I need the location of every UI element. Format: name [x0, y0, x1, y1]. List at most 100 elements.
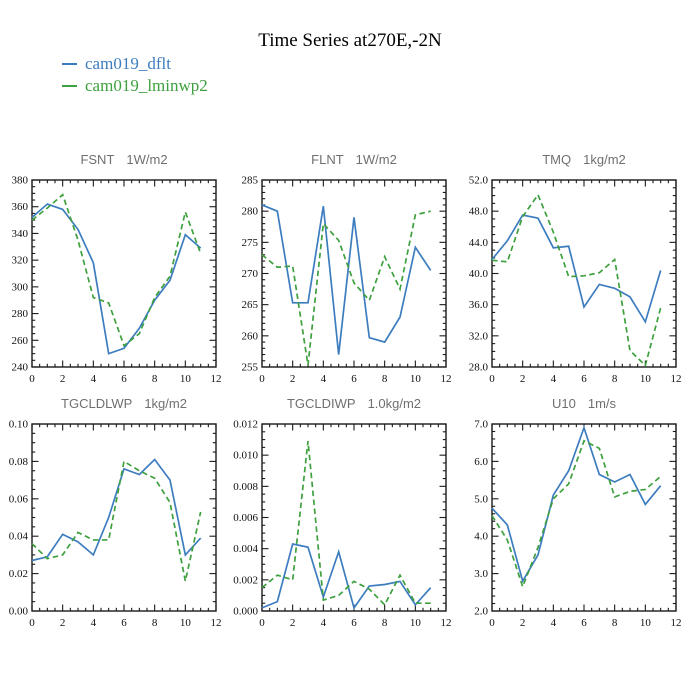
- y-tick-label: 280: [12, 308, 29, 320]
- subplot-tmq: TMQ 1kg/m2 0 2 4 6 8 10 12 28.0 32.0 36.0 40.0 44.0 4…: [460, 152, 690, 387]
- x-tick-label: 4: [321, 617, 327, 629]
- x-tick-label: 2: [520, 617, 526, 629]
- x-tick-label: 2: [290, 617, 296, 629]
- y-tick-label: 0.00: [9, 606, 29, 618]
- x-tick-label: 6: [121, 617, 127, 629]
- y-tick-label: 28.0: [469, 362, 489, 374]
- y-tick-label: 0.004: [233, 543, 258, 555]
- y-tick-label: 3.0: [474, 568, 488, 580]
- series-line-cam019_dflt: [261, 204, 432, 355]
- plot-frame: [31, 423, 217, 612]
- tgcldlwp-chart-canvas: 0 2 4 6 8 10 12 0.00 0.02 0.04 0.06 0.08 0.10: [9, 419, 222, 629]
- subplot-title-u10: U10 1m/s: [492, 396, 676, 419]
- x-tick-label: 10: [410, 373, 422, 385]
- x-tick-label: 10: [180, 617, 192, 629]
- plot-frame: [491, 179, 677, 368]
- x-tick-label: 4: [551, 617, 557, 629]
- x-tick-label: 0: [259, 373, 265, 385]
- x-tick-label: 8: [382, 617, 388, 629]
- subplot-title-tmq: TMQ 1kg/m2: [492, 152, 676, 175]
- subplot-title-tgcldlwp: TGCLDLWP 1kg/m2: [32, 396, 216, 419]
- plot-frame: [261, 423, 447, 612]
- variable-name: FSNT: [80, 152, 115, 167]
- subplot-tgcldlwp: TGCLDLWP 1kg/m2 0 2 4 6 8 10 12 0.00 0.02 0.04 0.06…: [0, 396, 230, 631]
- series-line-cam019_lminwp2: [31, 193, 202, 348]
- series-line-cam019_lminwp2: [261, 210, 431, 366]
- legend: cam019_dflt cam019_lminwp2: [62, 53, 208, 97]
- series-line-cam019_lminwp2: [491, 193, 662, 368]
- x-tick-label: 10: [640, 617, 652, 629]
- x-tick-label: 8: [382, 373, 388, 385]
- x-tick-label: 2: [520, 373, 526, 385]
- legend-label: cam019_lminwp2: [85, 76, 208, 95]
- y-tick-label: 4.0: [474, 531, 488, 543]
- y-tick-label: 260: [242, 330, 259, 342]
- y-tick-label: 360: [12, 201, 29, 213]
- x-tick-label: 4: [551, 373, 557, 385]
- series-line-cam019_dflt: [261, 542, 432, 610]
- line-swatch-icon: [62, 85, 77, 87]
- y-tick-label: 44.0: [469, 237, 489, 249]
- x-tick-label: 0: [29, 617, 35, 629]
- x-tick-label: 2: [60, 373, 66, 385]
- x-tick-label: 6: [351, 373, 357, 385]
- x-tick-label: 0: [29, 373, 35, 385]
- x-tick-label: 12: [441, 373, 452, 385]
- y-tick-label: 32.0: [469, 330, 489, 342]
- y-tick-label: 380: [12, 175, 29, 187]
- y-tick-label: 270: [242, 268, 259, 280]
- y-tick-label: 285: [242, 175, 259, 187]
- y-tick-label: 0.08: [9, 456, 29, 468]
- fsnt-chart-canvas: 0 2 4 6 8 10 12 240 260 280 300 320 340 360 380: [12, 175, 222, 385]
- variable-name: TMQ: [542, 152, 572, 167]
- x-tick-label: 10: [410, 617, 422, 629]
- subplot-flnt: FLNT 1W/m2 0 2 4 6 8 10 12 255 260 265 270 275 280 285: [230, 152, 460, 387]
- x-tick-label: 2: [290, 373, 296, 385]
- u10-chart-canvas: 0 2 4 6 8 10 12 2.0 3.0 4.0 5.0 6.0 7.0: [474, 419, 682, 629]
- x-tick-label: 0: [259, 617, 265, 629]
- flnt-chart-canvas: 0 2 4 6 8 10 12 255 260 265 270 275 280 285: [242, 175, 452, 385]
- tmq-chart-canvas: 0 2 4 6 8 10 12 28.0 32.0 36.0 40.0 44.0 48.0 52.0: [469, 175, 682, 385]
- legend-item-cam019-dflt: cam019_dflt: [62, 53, 208, 75]
- x-tick-label: 8: [152, 373, 158, 385]
- subplot-title-tgcldiwp: TGCLDIWP 1.0kg/m2: [262, 396, 446, 419]
- y-tick-label: 300: [12, 281, 29, 293]
- x-tick-label: 0: [489, 617, 495, 629]
- y-tick-label: 2.0: [474, 606, 488, 618]
- y-tick-label: 7.0: [474, 419, 488, 431]
- x-tick-label: 12: [671, 617, 682, 629]
- legend-item-cam019-lminwp2: cam019_lminwp2: [62, 75, 208, 97]
- subplot-tgcldiwp: TGCLDIWP 1.0kg/m2 0 2 4 6 8 10 12 0.000 0.002 0.00…: [230, 396, 460, 631]
- variable-name: U10: [551, 396, 576, 411]
- legend-label: cam019_dflt: [85, 54, 171, 73]
- series-line-cam019_lminwp2: [31, 460, 202, 582]
- variable-name: TGCLDLWP: [61, 396, 133, 411]
- subplot-u10: U10 1m/s 0 2 4 6 8 10 12 2.0 3.0 4.0 5.0 6.0 7.0: [460, 396, 690, 631]
- x-tick-label: 6: [581, 617, 587, 629]
- y-tick-label: 280: [242, 206, 259, 218]
- x-tick-label: 4: [91, 373, 97, 385]
- series-line-cam019_dflt: [491, 425, 662, 584]
- variable-name: FLNT: [311, 152, 344, 167]
- x-tick-label: 8: [612, 373, 618, 385]
- subplot-fsnt: FSNT 1W/m2 0 2 4 6 8 10 12 240 260 280 300 320 340 360…: [0, 152, 230, 387]
- y-tick-label: 0.002: [233, 574, 258, 586]
- x-tick-label: 2: [60, 617, 66, 629]
- y-tick-label: 260: [12, 335, 29, 347]
- variable-units: 1W/m2: [355, 152, 397, 167]
- y-tick-label: 0.04: [9, 531, 29, 543]
- y-tick-label: 36.0: [469, 299, 489, 311]
- x-tick-label: 6: [121, 373, 127, 385]
- x-tick-label: 12: [211, 617, 222, 629]
- series-line-cam019_lminwp2: [261, 441, 431, 607]
- y-tick-label: 48.0: [469, 206, 489, 218]
- x-tick-label: 8: [152, 617, 158, 629]
- line-swatch-icon: [62, 63, 77, 65]
- x-tick-label: 12: [441, 617, 452, 629]
- y-tick-label: 0.000: [233, 606, 258, 618]
- y-tick-label: 52.0: [469, 175, 489, 187]
- y-tick-label: 5.0: [474, 493, 488, 505]
- y-tick-label: 340: [12, 228, 29, 240]
- y-tick-label: 0.006: [233, 512, 258, 524]
